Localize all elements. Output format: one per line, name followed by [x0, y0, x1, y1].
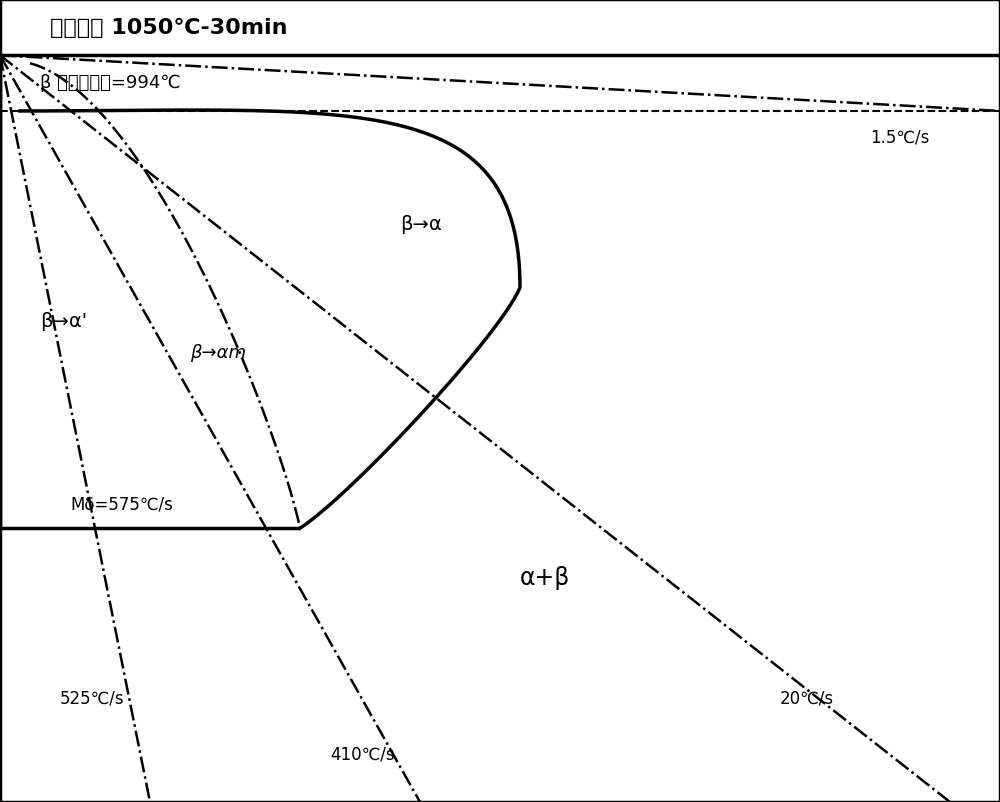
- Text: 1.5℃/s: 1.5℃/s: [870, 128, 929, 146]
- Text: 525℃/s: 525℃/s: [60, 689, 125, 707]
- Text: α+β: α+β: [520, 565, 570, 589]
- Text: Mδ=575℃/s: Mδ=575℃/s: [70, 495, 173, 512]
- Text: 410℃/s: 410℃/s: [330, 745, 395, 763]
- Text: 固溶处理 1050℃-30min: 固溶处理 1050℃-30min: [50, 18, 288, 38]
- Text: 20℃/s: 20℃/s: [780, 689, 834, 707]
- Text: β→α': β→α': [40, 311, 87, 330]
- Text: β 相转变温度=994℃: β 相转变温度=994℃: [40, 74, 181, 91]
- Text: β→α: β→α: [400, 215, 442, 234]
- Text: β→αm: β→αm: [190, 344, 246, 362]
